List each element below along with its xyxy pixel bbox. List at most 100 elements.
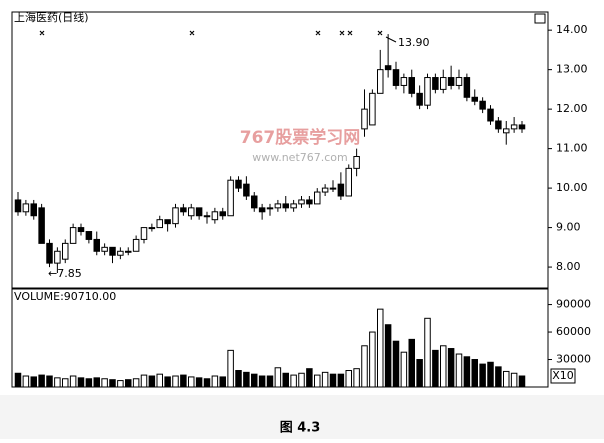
candle-body	[69, 227, 77, 244]
y-tick-label: 30000	[556, 353, 591, 366]
volume-bar	[266, 375, 274, 388]
volume-bar	[361, 345, 368, 388]
candle-body	[361, 108, 368, 130]
volume-bar	[203, 378, 211, 388]
candle-body	[219, 211, 226, 217]
volume-bar	[14, 372, 22, 388]
volume-bar	[22, 375, 30, 388]
volume-bar	[140, 374, 148, 388]
candle-body	[377, 69, 384, 94]
volume-bar	[172, 375, 179, 388]
candle-body	[384, 65, 392, 71]
candle-body	[416, 92, 423, 106]
volume-bar	[251, 373, 258, 388]
volume-bar	[487, 361, 494, 388]
y-tick-label: 90000	[556, 298, 591, 311]
candle-body	[329, 187, 337, 190]
candle-body	[180, 207, 187, 213]
markers	[39, 30, 383, 36]
unit-box	[550, 368, 576, 384]
candle-body	[211, 211, 219, 221]
candle-body	[400, 77, 408, 86]
candle-body	[471, 96, 478, 102]
unit-label: X10	[552, 369, 574, 382]
y-tick-label: 8.00	[556, 260, 581, 273]
y-tick-label: 13.00	[556, 63, 588, 76]
candle-body	[243, 183, 250, 197]
watermark-url: www.net767.com	[252, 151, 348, 164]
volume-bar	[195, 377, 203, 388]
volume-bar	[471, 359, 478, 388]
candle-body	[298, 199, 305, 205]
candle-body	[392, 69, 400, 86]
price-panel	[11, 11, 549, 289]
candle-body	[125, 250, 132, 253]
candle-body	[251, 195, 258, 209]
candle-body	[282, 203, 289, 209]
candle-body	[290, 203, 297, 209]
candle-body	[503, 128, 510, 134]
volume-bar	[455, 353, 463, 388]
candle-body	[424, 77, 431, 106]
volume-bar	[377, 308, 384, 388]
volume-bar	[329, 373, 337, 388]
volume-bar	[463, 356, 471, 388]
candle-body	[447, 77, 455, 86]
candle-body	[85, 231, 93, 240]
candle-body	[345, 167, 352, 197]
candle-body	[518, 124, 526, 130]
volume-bar	[227, 349, 234, 388]
candle-body	[140, 227, 148, 240]
volume-bar	[101, 378, 108, 388]
volume-bar	[337, 373, 345, 388]
candle-body	[62, 242, 69, 260]
volume-bar	[69, 375, 77, 388]
volume-bar	[298, 372, 305, 388]
volume-bar	[54, 377, 61, 388]
volume-bar	[290, 374, 297, 388]
candle-body	[321, 187, 329, 193]
candle-body	[148, 227, 156, 230]
page-bottom	[0, 395, 604, 439]
volume-bar	[447, 348, 455, 388]
volume-bar	[282, 372, 289, 388]
volume-bar	[416, 359, 423, 388]
volume-bar	[30, 376, 37, 388]
candle-body	[432, 77, 439, 90]
candle-body	[172, 207, 179, 225]
candle-body	[227, 179, 234, 217]
candle-body	[132, 238, 140, 252]
y-tick-label: 14.00	[556, 23, 588, 36]
caption: 图 4.3	[280, 421, 321, 436]
volume-bar	[117, 380, 124, 388]
candle-body	[117, 250, 124, 256]
candle-body	[337, 183, 345, 197]
volume-bar	[62, 378, 69, 388]
candle-body	[77, 227, 85, 233]
volume-bar	[314, 374, 321, 388]
volume-bar	[392, 340, 400, 388]
volume-bar	[77, 377, 85, 388]
volume-bar	[125, 379, 132, 388]
candle-body	[306, 199, 313, 205]
volume-bar	[510, 372, 518, 388]
annotation-line	[385, 36, 397, 43]
volume-bar	[306, 368, 313, 388]
candle-body	[30, 203, 37, 217]
candle-body	[54, 250, 61, 264]
volume-bar	[132, 378, 140, 388]
volume-bar	[432, 349, 439, 388]
candle-body	[314, 191, 321, 205]
volume-bar	[243, 371, 250, 388]
candle-body	[203, 215, 211, 218]
candle-body	[109, 246, 116, 256]
volume-bar	[479, 363, 486, 388]
volume-bar	[408, 338, 415, 388]
volume-bar	[518, 375, 526, 388]
candle-body	[22, 203, 30, 213]
volume-bar	[495, 366, 502, 388]
volume-bar	[93, 377, 100, 388]
candle-body	[479, 100, 486, 110]
candle-body	[440, 77, 447, 90]
